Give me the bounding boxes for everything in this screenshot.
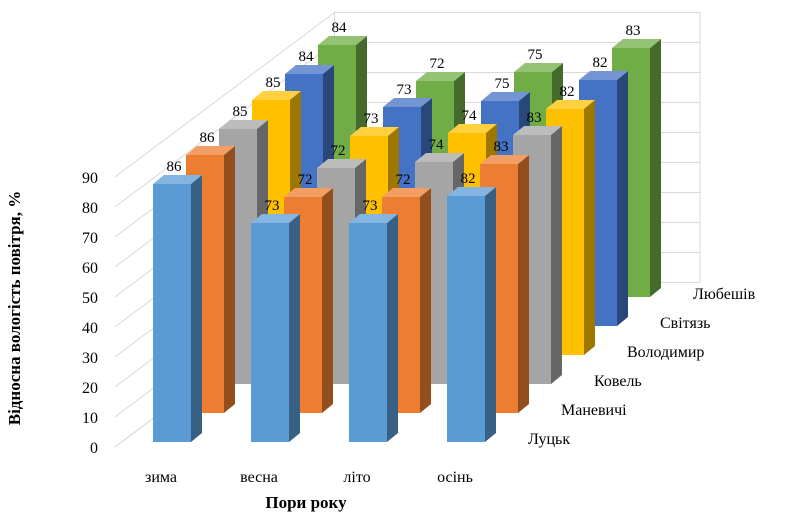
bar-top [383,98,432,107]
bar-value-label: 85 [266,75,281,91]
bar-side [551,126,562,384]
bar-value-label: 86 [167,159,183,175]
bar-top [318,36,367,45]
bar-side [224,146,235,413]
bar-top [579,71,628,80]
bar-top [514,63,563,72]
x-axis-title: Пори року [265,493,347,512]
bar-value-label: 74 [429,137,445,153]
bar-front [251,223,289,442]
series-label: Світязь [660,315,710,332]
y-tick-label: 50 [82,290,98,307]
bar-top [251,214,300,223]
bar-top [284,188,333,197]
series-depth-labels: Луцьк Маневичі Ковель Володимир Світязь Любеш… [528,286,756,448]
bar-value-label: 72 [396,172,411,188]
bar-side [650,39,661,297]
bar: 82 [447,171,496,442]
y-tick-label: 20 [82,380,98,397]
bar-top [448,124,497,133]
bar-value-label: 82 [560,84,575,100]
category-label: осінь [437,469,473,486]
bar-top [415,153,464,162]
gridline-side [114,12,335,178]
x-axis-categories: зима весна літо осінь [145,469,473,486]
bar-top [513,126,562,135]
bar-side [289,214,300,442]
y-axis-title: Відносна вологість повітря, % [5,191,24,426]
bar: 86 [153,159,202,442]
bar-side [322,188,333,413]
bar-value-label: 84 [332,20,348,36]
bar-value-label: 82 [461,171,476,187]
bar-top [481,92,530,101]
bar-value-label: 73 [265,198,280,214]
bar-top [317,159,366,168]
bar-value-label: 72 [298,172,313,188]
bar-top [285,65,334,74]
bar-value-label: 72 [331,143,346,159]
bar-value-label: 82 [593,55,608,71]
y-tick-label: 60 [82,260,98,277]
bar-top [546,100,595,109]
bar-value-label: 86 [200,130,216,146]
bar-value-label: 75 [528,47,543,63]
category-label: літо [343,469,370,486]
bar: 73 [349,198,398,442]
bar-top [186,146,235,155]
bar-value-label: 73 [363,198,378,214]
category-label: весна [240,469,278,486]
bar-value-label: 83 [494,139,509,155]
bar-value-label: 72 [430,56,445,72]
bar-side [387,214,398,442]
bars-group: 84 72 75 83 84 73 75 82 85 73 74 82 85 72 74 83 86 72 72 83… [153,20,661,442]
bar-value-label: 74 [462,108,478,124]
bar-side [485,187,496,442]
bar-side [191,175,202,442]
series-label: Володимир [627,344,704,361]
series-label: Любешів [693,286,756,303]
series-label: Ковель [594,373,642,390]
y-tick-label: 0 [90,440,98,457]
y-tick-label: 30 [82,350,98,367]
bar-side [420,188,431,413]
y-tick-label: 90 [82,170,98,187]
y-tick-label: 10 [82,410,98,427]
bar-value-label: 73 [397,82,412,98]
bar-top [153,175,202,184]
bar-front [447,196,485,442]
bar-side [617,71,628,326]
bar-value-label: 84 [299,49,315,65]
bar-top [480,155,529,164]
bar-top [349,214,398,223]
bar-top [252,91,301,100]
y-tick-label: 80 [82,200,98,217]
bar-value-label: 83 [527,110,542,126]
bar-value-label: 85 [233,104,248,120]
bar-top [350,127,399,136]
series-label: Маневичі [561,402,627,419]
bar: 73 [251,198,300,442]
bar-top [416,72,465,81]
bar-top [612,39,661,48]
bar-top [219,120,268,129]
bar-value-label: 83 [626,23,641,39]
bar-front [153,184,191,442]
bar-side [518,155,529,413]
series-label: Луцьк [528,431,570,448]
bar-value-label: 75 [495,76,510,92]
category-label: зима [145,469,177,486]
bar-top [447,187,496,196]
bar-side [584,100,595,355]
y-tick-label: 70 [82,230,98,247]
y-axis-ticks: 0 10 20 30 40 50 60 70 80 90 [82,170,98,457]
y-tick-label: 40 [82,320,98,337]
bar: 83 [480,139,529,413]
bar-top [382,188,431,197]
bar-value-label: 73 [364,111,379,127]
bar-front [349,223,387,442]
